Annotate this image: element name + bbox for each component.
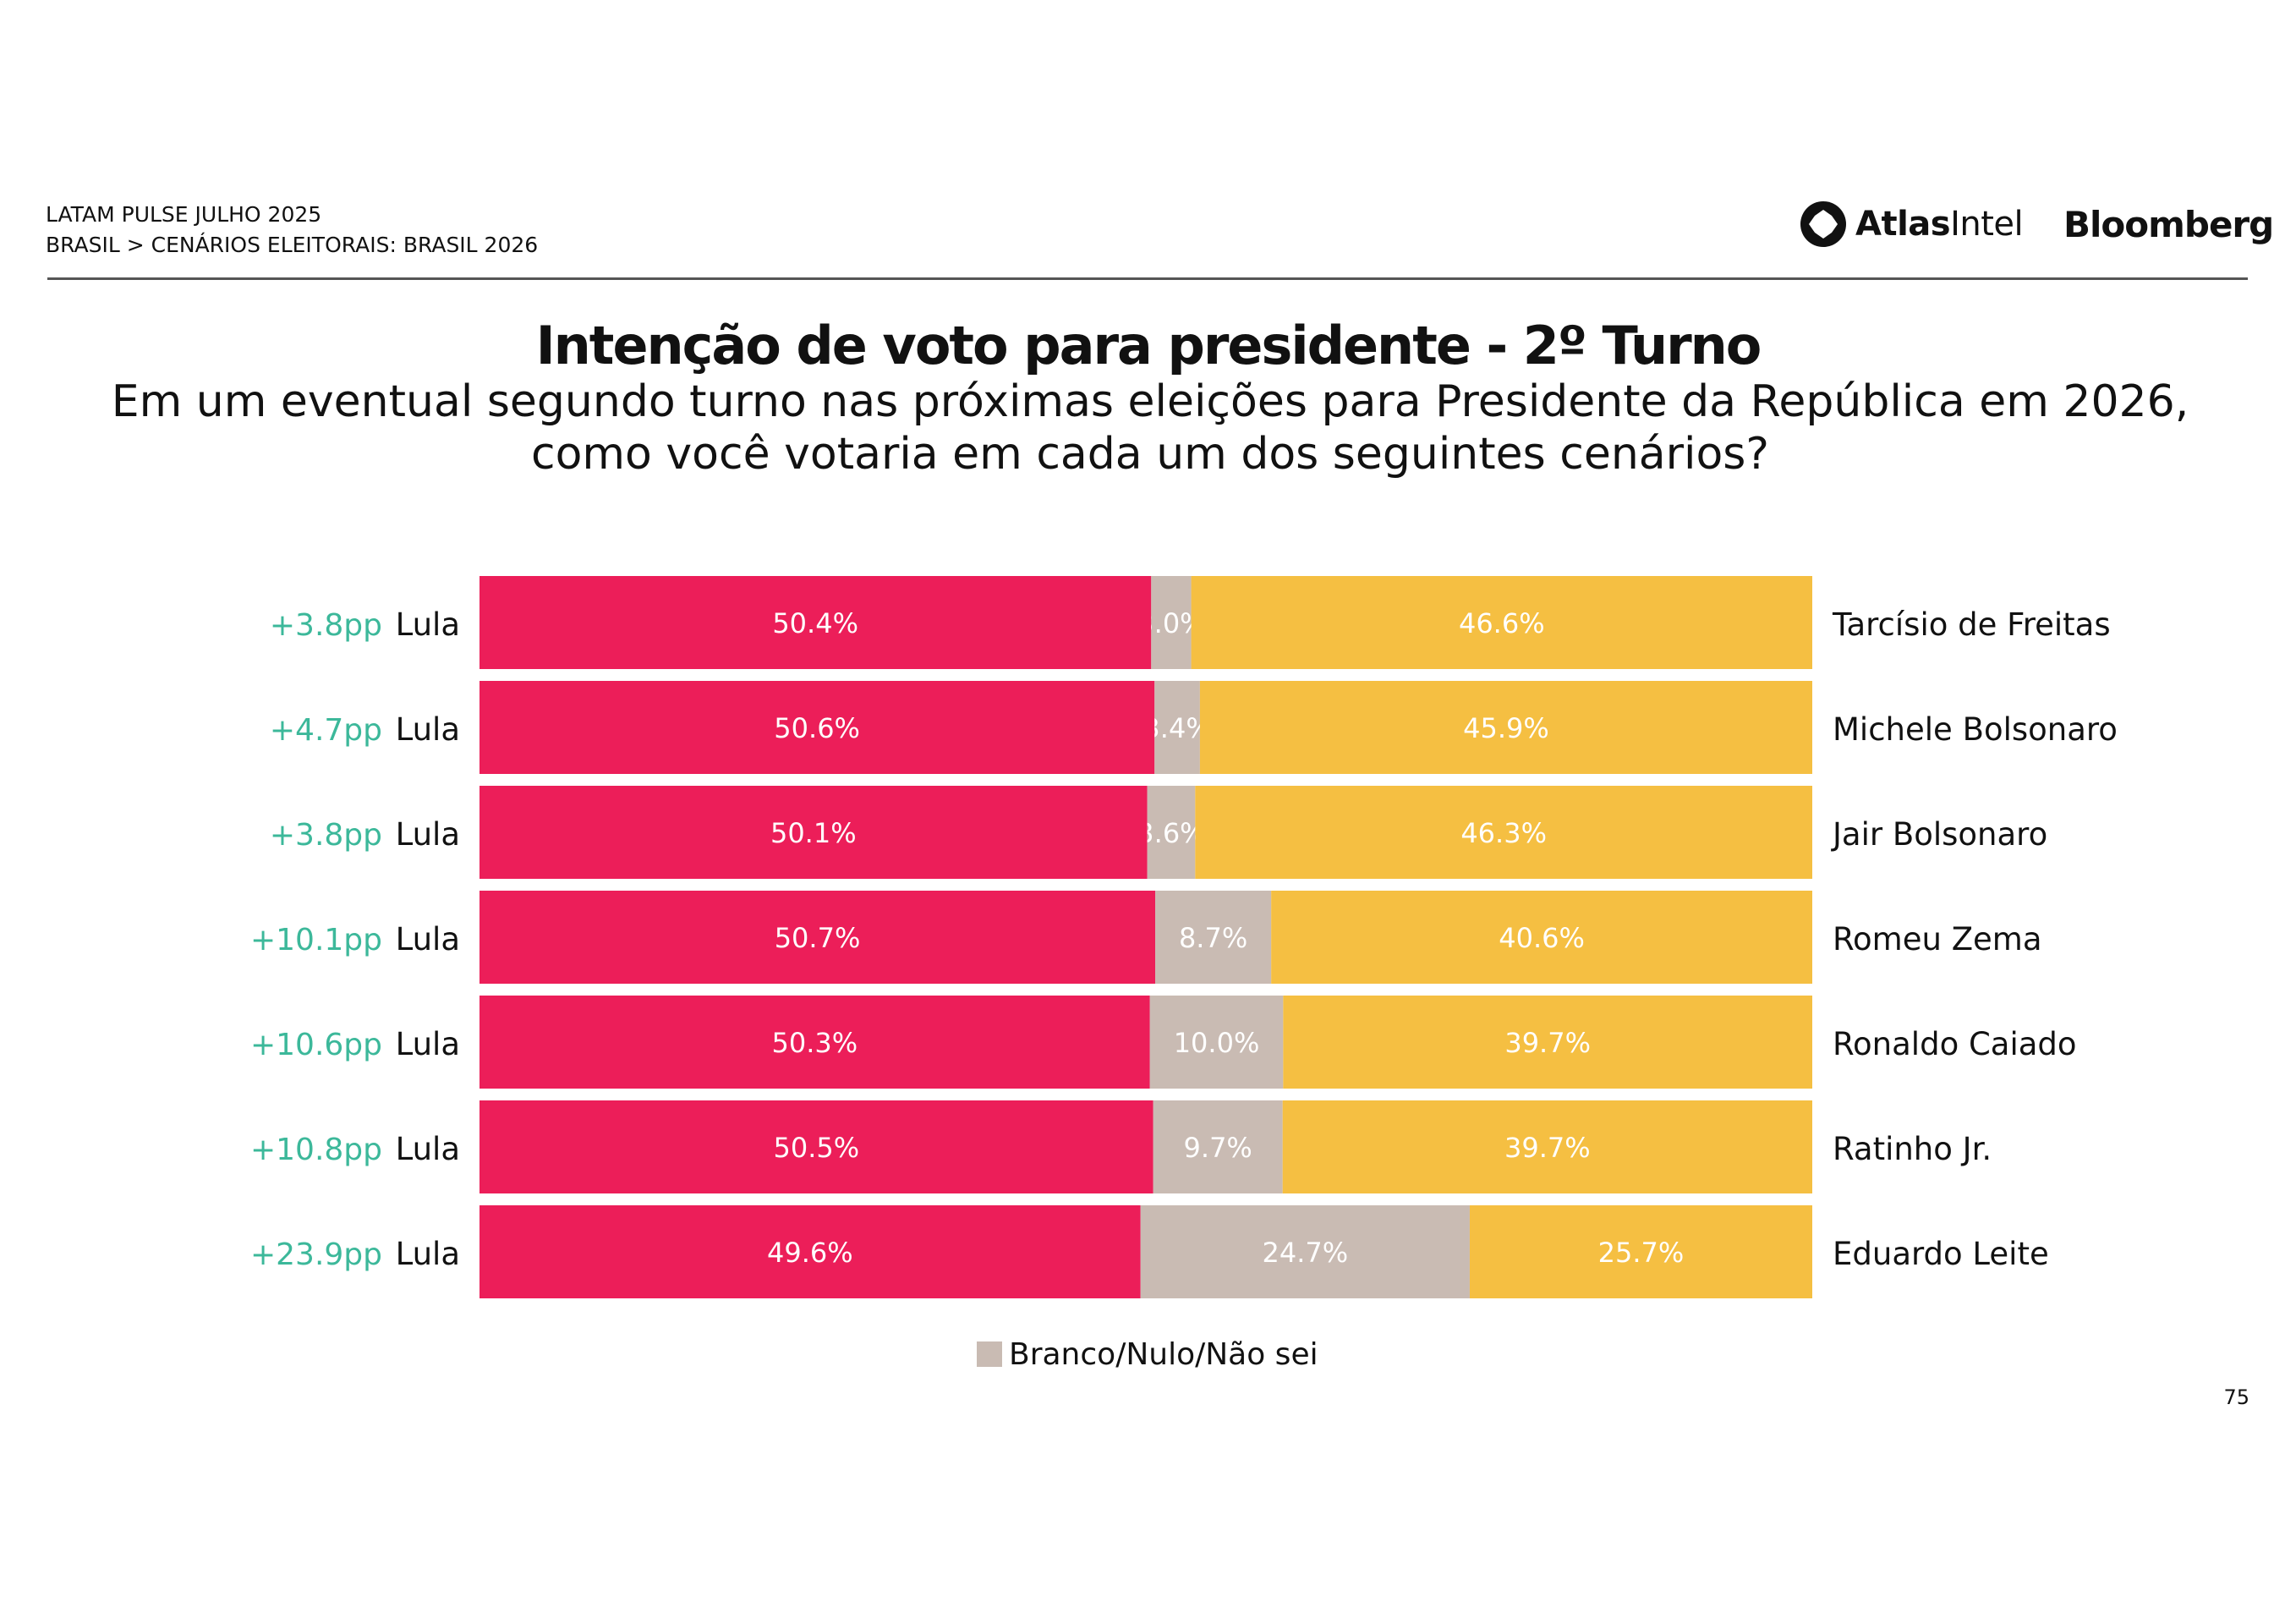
- candidate-right-label-5: Ronaldo Caiado: [1833, 1026, 2077, 1062]
- data-label-lula-2: 50.6%: [774, 712, 860, 744]
- data-label-lula-6: 50.5%: [774, 1132, 860, 1164]
- candidate-right-label-2: Michele Bolsonaro: [1833, 711, 2118, 748]
- data-label-blank-5: 10.0%: [1174, 1027, 1260, 1059]
- data-label-lula-4: 50.7%: [775, 922, 861, 954]
- bar-opponent-7: [1469, 1205, 1812, 1298]
- header-breadcrumb: LATAM PULSE JULHO 2025 BRASIL > CENÁRIOS…: [46, 200, 538, 261]
- candidate-left-label-7: Lula: [396, 1236, 460, 1272]
- data-label-opponent-5: 39.7%: [1504, 1027, 1591, 1059]
- data-label-blank-1: 3.0%: [1137, 607, 1205, 639]
- candidate-left-label-6: Lula: [396, 1131, 460, 1167]
- header-divider: [47, 277, 2248, 280]
- data-label-opponent-2: 45.9%: [1463, 712, 1549, 744]
- atlasintel-logo-bold: Atlas: [1855, 205, 1951, 244]
- chart-legend: Branco/Nulo/Não sei: [977, 1333, 1318, 1375]
- candidate-left-label-4: Lula: [396, 921, 460, 957]
- margin-label-1: +3.8pp: [270, 608, 382, 643]
- bar-lula-3: [479, 786, 1148, 879]
- data-label-lula-5: 50.3%: [772, 1027, 858, 1059]
- bar-opponent-1: [1191, 576, 1812, 669]
- legend-label-blank: Branco/Nulo/Não sei: [1009, 1336, 1318, 1372]
- header-section-path: BRASIL > CENÁRIOS ELEITORAIS: BRASIL 202…: [46, 233, 539, 257]
- data-label-lula-1: 50.4%: [772, 607, 858, 639]
- data-label-opponent-4: 40.6%: [1499, 922, 1585, 954]
- bar-blank-7: [1140, 1205, 1470, 1298]
- bar-opponent-2: [1199, 681, 1812, 774]
- chart-title: Intenção de voto para presidente - 2º Tu…: [535, 315, 1762, 376]
- data-label-opponent-6: 39.7%: [1504, 1132, 1591, 1164]
- data-label-lula-7: 49.6%: [767, 1237, 853, 1269]
- atlasintel-logo-text: AtlasIntel: [1855, 205, 2024, 244]
- margin-label-7: +23.9pp: [250, 1237, 382, 1272]
- data-label-opponent-1: 46.6%: [1459, 607, 1545, 639]
- bar-lula-4: [479, 891, 1156, 984]
- bar-opponent-3: [1195, 786, 1812, 879]
- page-number: 75: [2223, 1385, 2249, 1409]
- bar-blank-2: [1154, 681, 1200, 774]
- candidate-right-label-1: Tarcísio de Freitas: [1832, 606, 2111, 643]
- bar-blank-4: [1155, 891, 1272, 984]
- bar-blank-1: [1151, 576, 1192, 669]
- candidate-left-label-1: Lula: [396, 606, 460, 643]
- atlasintel-logo: AtlasIntel: [1800, 200, 2024, 249]
- margin-label-2: +4.7pp: [270, 713, 382, 748]
- data-label-blank-6: 9.7%: [1184, 1132, 1252, 1164]
- bar-lula-7: [479, 1205, 1141, 1298]
- bar-blank-6: [1153, 1100, 1283, 1193]
- bar-lula-2: [479, 681, 1155, 774]
- candidate-left-label-5: Lula: [396, 1026, 460, 1062]
- candidate-right-label-7: Eduardo Leite: [1833, 1236, 2049, 1272]
- bar-lula-6: [479, 1100, 1153, 1193]
- data-label-opponent-7: 25.7%: [1598, 1237, 1685, 1269]
- bloomberg-logo: Bloomberg: [2063, 203, 2274, 245]
- data-label-blank-4: 8.7%: [1179, 922, 1247, 954]
- atlasintel-logo-icon: [1800, 201, 1846, 247]
- bar-opponent-5: [1283, 996, 1812, 1089]
- data-label-lula-3: 50.1%: [770, 817, 857, 849]
- margin-label-3: +3.8pp: [270, 818, 382, 853]
- candidate-right-label-4: Romeu Zema: [1833, 921, 2042, 957]
- data-label-blank-7: 24.7%: [1263, 1237, 1349, 1269]
- data-label-blank-2: 3.4%: [1143, 712, 1211, 744]
- margin-label-5: +10.6pp: [250, 1028, 382, 1062]
- bar-opponent-4: [1271, 891, 1812, 984]
- bar-blank-3: [1147, 786, 1196, 879]
- bar-lula-5: [479, 996, 1150, 1089]
- chart-subtitle: Em um eventual segundo turno nas próxima…: [68, 376, 2233, 480]
- data-label-opponent-3: 46.3%: [1460, 817, 1547, 849]
- candidate-left-label-2: Lula: [396, 711, 460, 748]
- header-report-name: LATAM PULSE JULHO 2025: [46, 202, 322, 227]
- chart-subtitle-line-2: como você votaria em cada um dos seguint…: [531, 429, 1769, 480]
- candidate-right-label-3: Jair Bolsonaro: [1831, 816, 2047, 853]
- margin-label-6: +10.8pp: [250, 1133, 382, 1167]
- bar-blank-5: [1149, 996, 1284, 1089]
- candidate-left-label-3: Lula: [396, 816, 460, 853]
- margin-label-4: +10.1pp: [250, 923, 382, 957]
- chart-subtitle-line-1: Em um eventual segundo turno nas próxima…: [111, 376, 2189, 427]
- bar-opponent-6: [1282, 1100, 1812, 1193]
- bar-lula-1: [479, 576, 1152, 669]
- legend-swatch-blank: [977, 1341, 1002, 1367]
- data-label-blank-3: 3.6%: [1137, 817, 1205, 849]
- atlasintel-logo-light: Intel: [1950, 205, 2024, 244]
- candidate-right-label-6: Ratinho Jr.: [1833, 1131, 1992, 1167]
